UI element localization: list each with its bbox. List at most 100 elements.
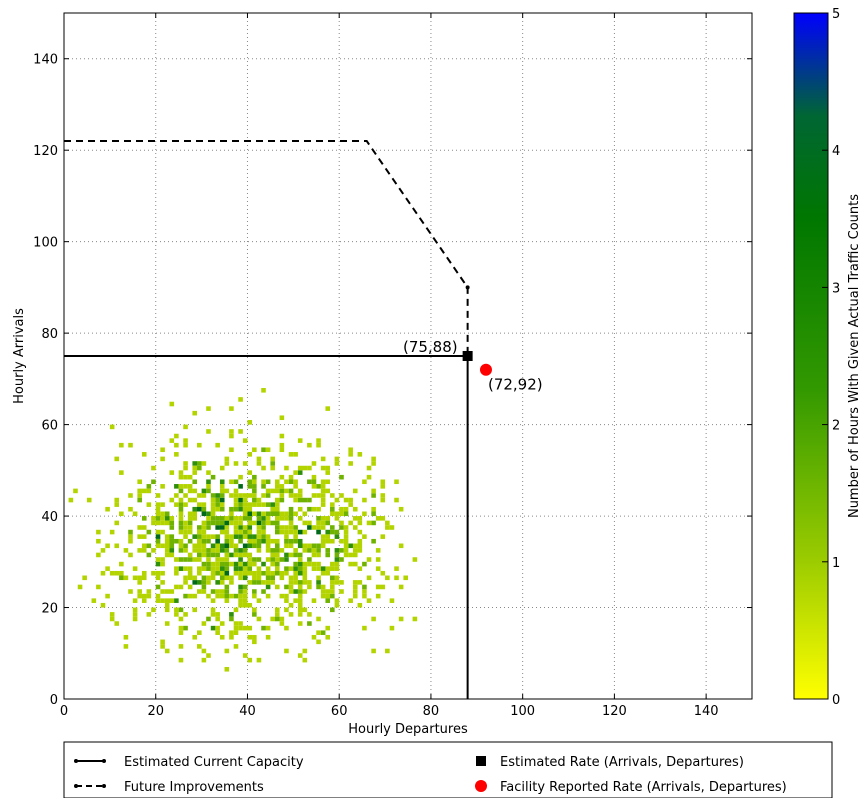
heatmap-cell [325,406,331,411]
heatmap-cell [151,607,156,613]
heatmap-cell [348,561,353,567]
heatmap-cell [160,589,165,594]
heatmap-cell [362,497,367,503]
heatmap-cell [206,406,211,411]
heatmap-cell [252,561,257,567]
heatmap-cell [229,479,234,485]
heatmap-cell [178,543,184,549]
heatmap-cell [274,616,280,622]
heatmap-cell [252,593,257,599]
heatmap-cell [224,570,230,576]
heatmap-cell [330,580,335,585]
heatmap-cell [293,598,298,603]
heatmap-cell [256,520,262,526]
heatmap-cell [261,388,266,393]
heatmap-cell [284,465,289,471]
heatmap-cell [132,511,138,517]
heatmap-cell [274,529,280,535]
heatmap-cell [320,584,326,590]
heatmap-cell [311,461,317,466]
heatmap-cell [151,520,156,526]
heatmap-cell [311,479,317,485]
heatmap-cell [330,511,335,517]
heatmap-cell [270,502,275,507]
heatmap-cell [325,488,331,494]
heatmap-cell [252,557,257,562]
heatmap-cell [339,525,344,530]
heatmap-cell [160,580,165,585]
heatmap-cell [169,516,175,521]
y-tick-label: 100 [33,236,58,251]
heatmap-cell [279,433,285,439]
heatmap-cell [256,456,262,462]
heatmap-cell [320,456,326,462]
heatmap-cell [238,561,243,567]
heatmap-cell [224,566,230,571]
heatmap-cell [274,612,280,617]
heatmap-cell [201,493,207,498]
heatmap-cell [252,607,257,613]
heatmap-cell [242,589,248,594]
estimated-rate-marker [462,351,473,361]
legend-item-future: Future Improvements [74,780,264,795]
heatmap-cell [210,543,216,549]
heatmap-cell [339,538,344,544]
heatmap-cell [187,488,193,494]
heatmap-cell [187,538,193,544]
heatmap-cell [288,479,294,485]
heatmap-cell [146,502,152,507]
heatmap-cell [252,575,257,581]
heatmap-cell [197,461,202,466]
heatmap-cell [334,461,340,466]
heatmap-cell [297,561,303,567]
heatmap-cell [86,497,92,503]
heatmap-cell [178,529,184,535]
heatmap-cell [197,529,202,535]
heatmap-cell [247,580,253,585]
heatmap-cell [192,543,198,549]
heatmap-cell [247,520,253,526]
heatmap-cell [201,589,207,594]
heatmap-cell [210,612,216,617]
heatmap-cell [210,570,216,576]
heatmap-cell [169,520,175,526]
heatmap-cell [352,506,358,512]
heatmap-cell [334,575,340,581]
heatmap-cell [201,506,207,512]
heatmap-cell [128,589,133,594]
heatmap-cell [242,506,248,512]
heatmap-cell [261,580,266,585]
heatmap-cell [371,511,376,517]
heatmap-cell [265,584,271,590]
heatmap-cell [132,607,138,613]
heatmap-cell [114,456,120,462]
heatmap-cell [307,584,312,590]
heatmap-cell [210,506,216,512]
heatmap-cell [252,497,257,503]
heatmap-cell [270,575,275,581]
heatmap-cell [311,543,317,549]
heatmap-cell [320,479,326,485]
heatmap-cell [219,484,225,489]
heatmap-cell [224,666,230,672]
heatmap-cell [238,589,243,594]
heatmap-cell [206,511,211,517]
heatmap-cell [137,589,142,594]
heatmap-cell [325,534,331,539]
heatmap-cell [206,580,211,585]
heatmap-cell [380,484,386,489]
heatmap-cell [233,552,239,558]
heatmap-cell [197,580,202,585]
heatmap-cell [160,447,165,453]
heatmap-cell [297,529,303,535]
heatmap-cell [219,520,225,526]
heatmap-cell [330,593,335,599]
heatmap-cell [334,566,340,571]
heatmap-cell [288,575,294,581]
heatmap-cell [91,598,97,603]
heatmap-cell [238,525,243,530]
heatmap-cell [371,648,376,654]
heatmap-cell [362,511,367,517]
heatmap-cell [352,584,358,590]
heatmap-cell [288,493,294,498]
